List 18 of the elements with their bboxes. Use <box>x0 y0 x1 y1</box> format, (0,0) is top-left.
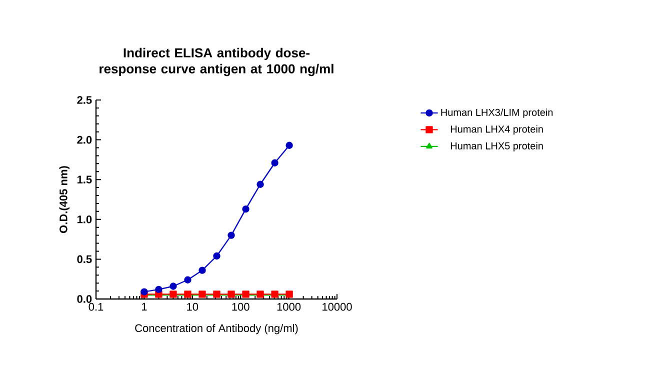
x-tick-label: 0.1 <box>88 302 104 311</box>
x-tick-label: 100 <box>232 302 250 311</box>
x-tick-label: 10 <box>187 302 198 311</box>
y-tick-label: 1.0 <box>77 216 92 224</box>
x-tick-label: 1000 <box>277 302 301 311</box>
x-tick-label: 10000 <box>322 302 352 311</box>
y-tick-label: 0.0 <box>77 295 92 303</box>
x-axis-title: Concentration of Antibody (ng/ml) <box>135 324 298 334</box>
x-tick-label: 1 <box>142 302 147 310</box>
y-tick-label: 2.5 <box>77 96 92 104</box>
y-tick-label: 0.5 <box>77 255 92 264</box>
y-tick-label: 2.0 <box>77 136 92 144</box>
legend-label: Human LHX3/LIM protein <box>441 108 553 118</box>
y-tick-label: 1.5 <box>77 176 92 184</box>
legend-label: Human LHX5 protein <box>450 142 543 152</box>
y-axis-title: O.D.(405 nm) <box>59 166 70 233</box>
legend-label: Human LHX4 protein <box>450 125 543 135</box>
chart-title: Indirect ELISA antibody dose-response curve antigen at 1000 ng/ml <box>100 48 334 76</box>
